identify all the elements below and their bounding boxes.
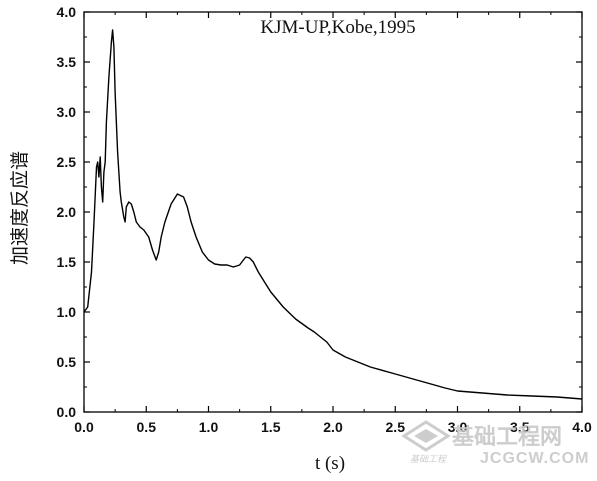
y-tick-label: 3.5 — [57, 54, 77, 70]
y-tick-label: 1.0 — [57, 304, 77, 320]
x-tick-label: 2.0 — [323, 419, 343, 435]
watermark-tiny-text: 基础工程 — [410, 454, 447, 465]
y-tick-label: 1.5 — [57, 254, 77, 270]
x-tick-labels: 0.0 0.5 1.0 1.5 2.0 2.5 3.0 3.5 4.0 — [74, 419, 592, 435]
plot-frame — [83, 11, 583, 413]
chart-title: KJM-UP,Kobe,1995 — [260, 17, 415, 38]
watermark: 基础工程网 JCGCW.COM 基础工程 — [401, 420, 589, 467]
x-tick-label: 4.0 — [572, 419, 592, 435]
y-axis-label: 加速度反应谱 — [9, 151, 31, 265]
y-tick-label: 0.5 — [57, 354, 77, 370]
x-tick-label: 1.0 — [199, 419, 219, 435]
x-tick-label: 1.5 — [261, 419, 281, 435]
spectrum-series-line — [83, 29, 583, 400]
watermark-main-text: 基础工程网 — [452, 425, 562, 450]
x-tick-label: 0.5 — [137, 419, 157, 435]
y-tick-label: 2.5 — [57, 154, 77, 170]
watermark-url: JCGCW.COM — [480, 450, 589, 467]
x-axis-label: t (s) — [315, 453, 345, 474]
x-tick-label: 0.0 — [74, 419, 94, 435]
x-tick-label: 3.5 — [510, 419, 530, 435]
x-tick-label: 3.0 — [448, 419, 468, 435]
y-tick-label: 3.0 — [57, 104, 77, 120]
plot-border — [83, 11, 583, 413]
y-tick-label: 0.0 — [57, 404, 77, 420]
axis-ticks — [83, 11, 583, 413]
watermark-logo-icon — [401, 420, 451, 452]
y-tick-labels: 0.0 0.5 1.0 1.5 2.0 2.5 3.0 3.5 4.0 — [57, 4, 77, 420]
x-tick-label: 2.5 — [386, 419, 406, 435]
y-tick-label: 2.0 — [57, 204, 77, 220]
y-tick-label: 4.0 — [57, 4, 77, 20]
